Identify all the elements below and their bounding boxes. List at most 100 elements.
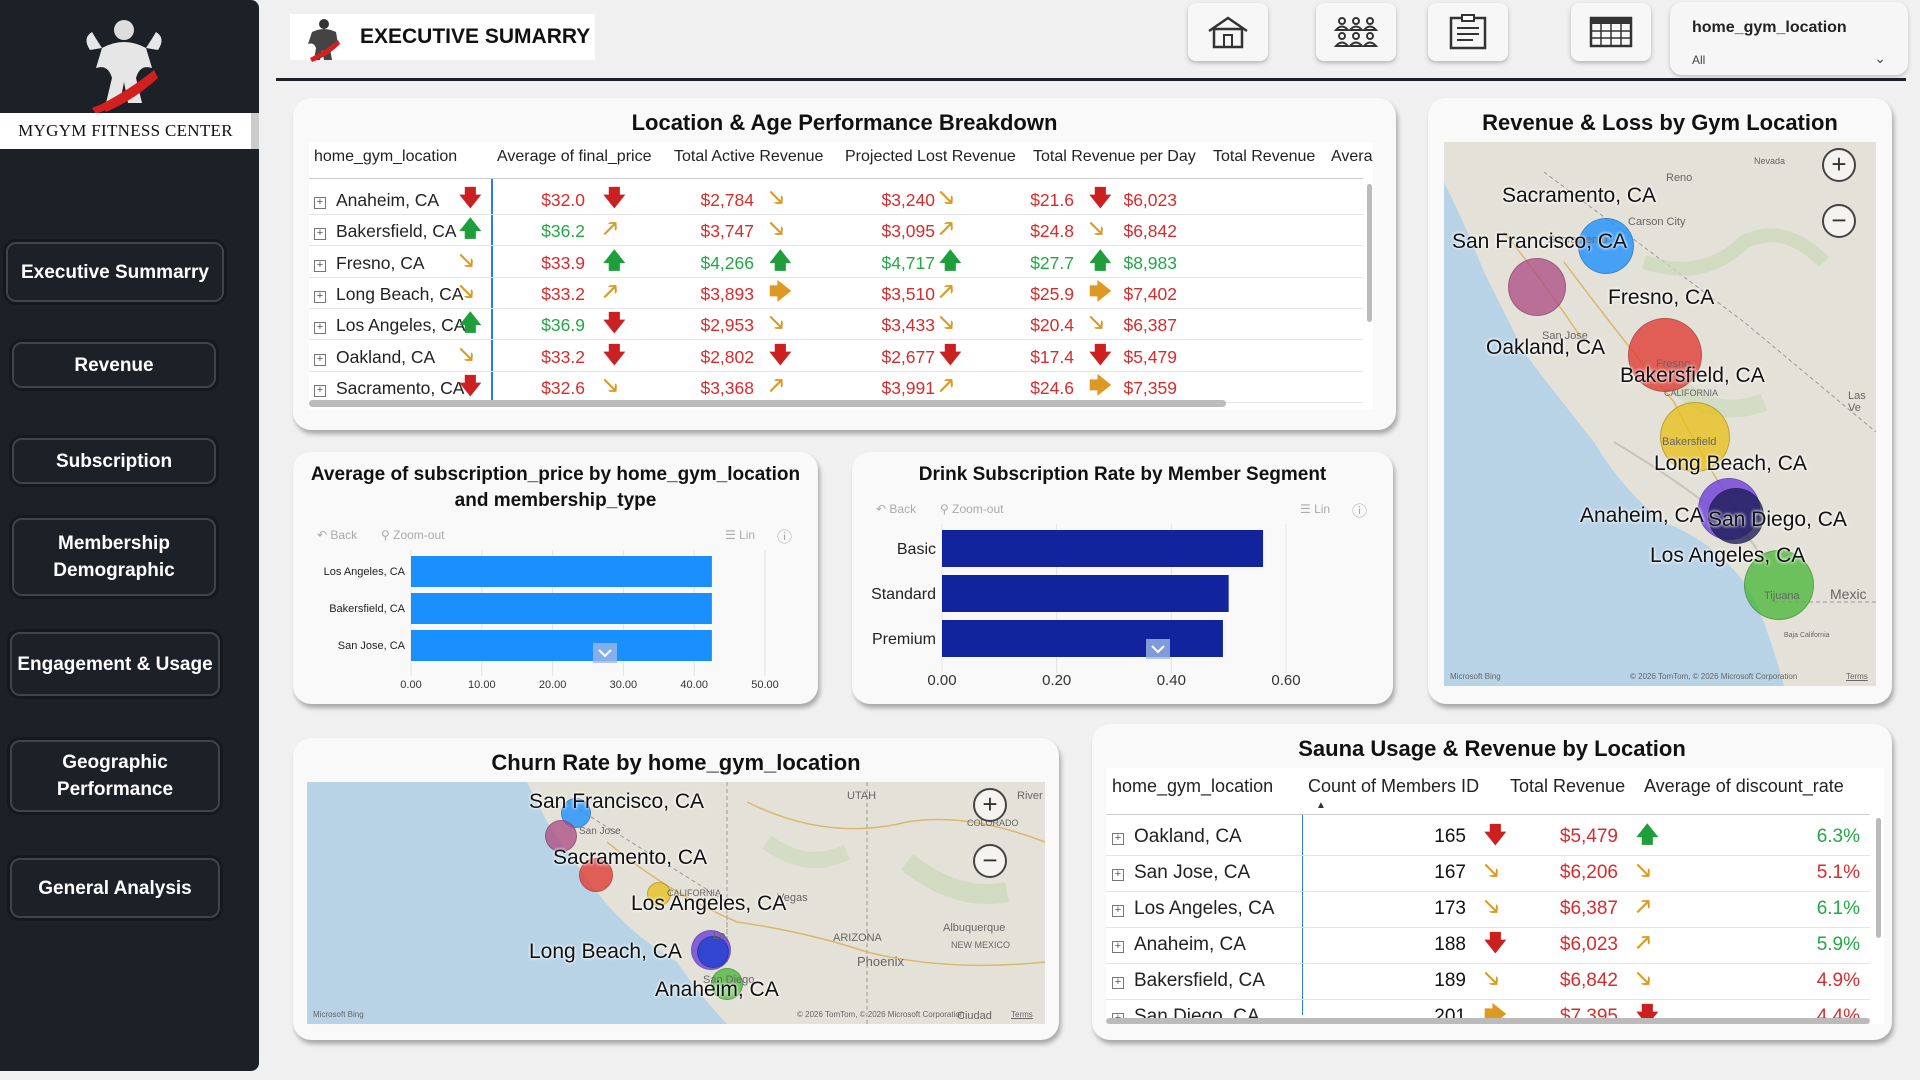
horizontal-scrollbar[interactable]	[1106, 1018, 1870, 1024]
column-header[interactable]: Average of final_price	[497, 148, 652, 165]
help-icon[interactable]: ⓘ	[1352, 503, 1368, 520]
expand-icon[interactable]: +	[1112, 869, 1124, 881]
nav-executive-summary[interactable]: Executive Summarry	[6, 242, 224, 302]
bubble-sacramento[interactable]	[579, 858, 613, 892]
report-button[interactable]	[1428, 3, 1508, 61]
horizontal-scrollbar[interactable]	[309, 400, 1226, 407]
expand-icon[interactable]: +	[314, 197, 326, 209]
chevron-down-icon[interactable]: ⌄	[1874, 50, 1886, 66]
trend-arrow-icon: 🡇	[459, 372, 482, 398]
nav-general-analysis[interactable]: General Analysis	[10, 858, 220, 918]
drink-bar-chart[interactable]: 0.00 0.20 0.40 0.60 Basic Standard Premium	[852, 452, 1393, 704]
expand-chevron-button[interactable]	[593, 643, 617, 663]
expand-icon[interactable]: +	[1112, 941, 1124, 953]
bar[interactable]	[942, 575, 1229, 612]
expand-icon[interactable]: +	[1112, 905, 1124, 917]
trend-arrow-icon: 🡇	[1484, 930, 1507, 955]
column-header[interactable]: Count of Members ID	[1308, 776, 1480, 796]
help-icon[interactable]: ⓘ	[777, 529, 793, 546]
nav-subscription[interactable]: Subscription	[12, 438, 216, 484]
table-row[interactable]: + Oakland, CA 165 🡇 $5,479 🡅 6.3%	[1106, 820, 1870, 856]
bubble-fresno[interactable]	[1628, 318, 1702, 392]
lin-toggle[interactable]: ☰ Lin	[725, 528, 756, 542]
location-slicer[interactable]: home_gym_location All ⌄	[1670, 2, 1908, 75]
zoom-out-button[interactable]: −	[1822, 204, 1856, 238]
table-row[interactable]: + Sacramento, CA 🡇 $32.6 🡖 $3,368 🡕 $3,991 🡕 $24.…	[309, 372, 1363, 403]
zoom-in-button[interactable]: +	[1822, 148, 1856, 182]
column-header[interactable]: Total Revenue	[1213, 148, 1316, 165]
bar[interactable]	[411, 593, 712, 624]
churn-map[interactable]: UTAH COLORADO River CALIFORNIA ARIZONA A…	[307, 782, 1045, 1024]
expand-icon[interactable]: +	[314, 259, 326, 272]
bubble-oakland[interactable]	[545, 820, 577, 852]
cell-value: $25.9	[1030, 283, 1074, 304]
expand-icon[interactable]: +	[314, 353, 326, 366]
table-row[interactable]: + Long Beach, CA 🡖 $33.2 🡕 $3,893 🡆 $3,510 🡕 $25.…	[309, 278, 1363, 309]
bubble-bakersfield[interactable]	[1660, 402, 1730, 472]
bar[interactable]	[411, 630, 712, 661]
nav-revenue[interactable]: Revenue	[12, 342, 216, 388]
expand-chevron-button[interactable]	[1146, 639, 1170, 659]
table-row[interactable]: + Oakland, CA 🡖 $33.2 🡇 $2,802 🡇 $2,677 🡇 $17.4 🡇 $…	[309, 341, 1363, 372]
bubble-bakersfield[interactable]	[647, 882, 671, 906]
sort-ascending-icon[interactable]: ▲	[1316, 800, 1326, 811]
back-button[interactable]: ↶ Back	[876, 502, 917, 516]
trend-arrow-icon: 🡖	[939, 310, 954, 336]
expand-icon[interactable]: +	[1112, 977, 1124, 989]
demographics-button[interactable]	[1316, 3, 1396, 61]
expand-icon[interactable]: +	[314, 384, 326, 397]
sauna-table[interactable]: home_gym_location Count of Members ID To…	[1106, 768, 1884, 1024]
zoom-out-button[interactable]: −	[973, 844, 1007, 878]
slicer-value[interactable]: All	[1692, 53, 1706, 67]
bubble-oakland[interactable]	[1508, 258, 1566, 316]
column-header[interactable]: home_gym_location	[314, 148, 458, 165]
column-header[interactable]: home_gym_location	[1112, 776, 1274, 796]
home-button[interactable]	[1188, 3, 1268, 61]
bubble-san-francisco[interactable]	[1578, 218, 1634, 274]
zoom-out-chart-button[interactable]: ⚲ Zoom-out	[940, 502, 1004, 516]
nav-membership-demographic[interactable]: Membership Demographic	[12, 518, 216, 596]
table-row[interactable]: + Bakersfield, CA 189 🡖 $6,842 🡖 4.9%	[1106, 964, 1870, 1000]
table-row[interactable]: + Anaheim, CA 188 🡇 $6,023 🡕 5.9%	[1106, 928, 1870, 964]
location-table[interactable]: home_gym_location Average of final_price…	[309, 142, 1373, 410]
nav-engagement-usage[interactable]: Engagement & Usage	[10, 632, 220, 696]
subscription-bar-chart[interactable]: 0.00 10.00 20.00 30.00 40.00 50.00 Los Angeles…	[293, 452, 818, 704]
expand-icon[interactable]: +	[314, 228, 326, 241]
table-row[interactable]: + Anaheim, CA 🡇 $32.0 🡇 $2,784 🡖 $3,240 🡖 $21.6 🡇 $…	[309, 184, 1363, 215]
back-button[interactable]: ↶ Back	[317, 528, 358, 542]
column-header[interactable]: Total Active Revenue	[674, 148, 824, 165]
column-header[interactable]: Total Revenue per Day	[1033, 148, 1196, 165]
bubble-anaheim[interactable]	[711, 968, 743, 1000]
column-header[interactable]: Average of discount_rate	[1644, 776, 1844, 796]
bubble-san-diego[interactable]	[1708, 488, 1764, 544]
bar[interactable]	[411, 556, 712, 587]
expand-icon[interactable]: +	[314, 290, 326, 303]
map-terms-link[interactable]: Terms	[1846, 672, 1868, 681]
lin-toggle[interactable]: ☰ Lin	[1300, 502, 1331, 516]
map-base-label: Lo	[713, 930, 726, 942]
table-row[interactable]: + Fresno, CA 🡖 $33.9 🡅 $4,266 🡅 $4,717 🡅 $27.7 🡅 $8…	[309, 247, 1363, 278]
table-row[interactable]: + San Jose, CA 167 🡖 $6,206 🡖 5.1%	[1106, 856, 1870, 892]
nav-geographic-performance[interactable]: Geographic Performance	[10, 740, 220, 812]
expand-icon[interactable]: +	[1112, 833, 1124, 845]
column-header[interactable]: Projected Lost Revenue	[845, 148, 1016, 165]
expand-icon[interactable]: +	[314, 322, 326, 335]
bar[interactable]	[942, 530, 1264, 567]
table-row[interactable]: + Los Angeles, CA 🡅 $36.9 🡇 $2,953 🡖 $3,433 🡖 $20…	[309, 309, 1363, 341]
vertical-scrollbar[interactable]	[1367, 184, 1372, 322]
column-header[interactable]: Total Revenue	[1510, 776, 1626, 796]
vertical-scrollbar[interactable]	[1876, 818, 1881, 938]
bubble-los-angeles[interactable]	[1744, 550, 1814, 620]
map-base-label: ARIZONA	[833, 932, 882, 944]
zoom-out-chart-button[interactable]: ⚲ Zoom-out	[381, 528, 445, 542]
table-row[interactable]: + Bakersfield, CA 🡅 $36.2 🡕 $3,747 🡖 $3,095 🡕 $24…	[309, 215, 1363, 247]
column-header[interactable]: Avera	[1331, 148, 1373, 165]
revenue-map[interactable]: Nevada Reno Carson City Sacramento San J…	[1444, 142, 1876, 686]
bubble-los-angeles[interactable]	[697, 936, 729, 968]
map-terms-link[interactable]: Terms	[1011, 1010, 1033, 1019]
table-button[interactable]	[1571, 3, 1651, 61]
bar[interactable]	[942, 620, 1223, 657]
zoom-in-button[interactable]: +	[973, 788, 1007, 822]
table-row[interactable]: + Los Angeles, CA 173 🡖 $6,387 🡕 6.1%	[1106, 892, 1870, 928]
member-count: 173	[1434, 898, 1466, 919]
